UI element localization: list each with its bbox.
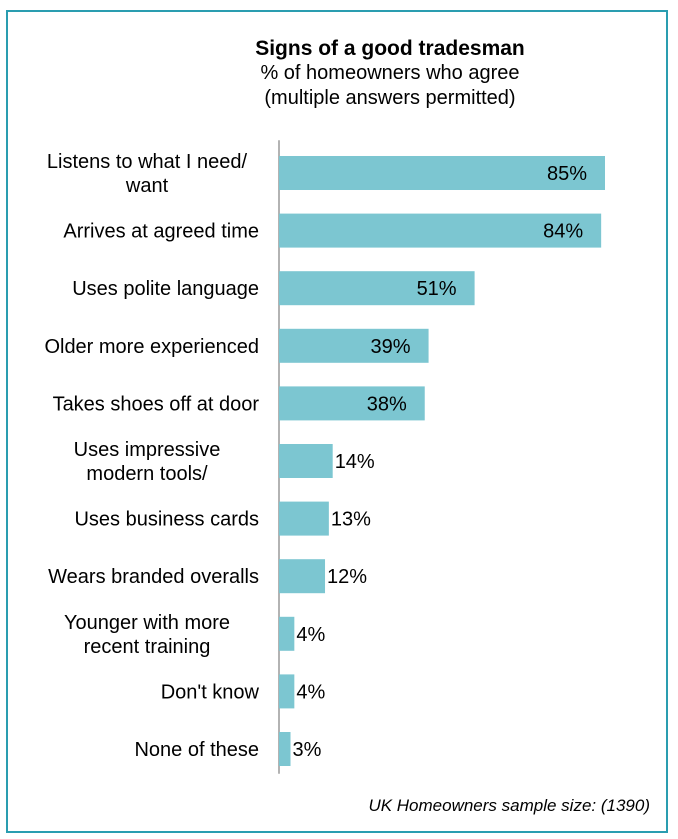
category-label: recent training bbox=[84, 636, 211, 658]
chart-title-block: Signs of a good tradesman % of homeowner… bbox=[200, 36, 580, 111]
category-label: Younger with more bbox=[64, 612, 230, 634]
value-label: 51% bbox=[417, 278, 457, 300]
value-label: 85% bbox=[547, 163, 587, 185]
category-label: Arrives at agreed time bbox=[63, 221, 259, 243]
chart-subtitle-line-1: % of homeowners who agree bbox=[260, 62, 520, 84]
category-label: Don't know bbox=[161, 681, 260, 703]
category-label: Listens to what I need/ bbox=[47, 151, 248, 173]
category-label: Takes shoes off at door bbox=[53, 393, 260, 415]
chart-frame bbox=[6, 10, 668, 833]
category-label: Uses impressive bbox=[74, 439, 221, 461]
value-label: 3% bbox=[293, 739, 322, 761]
bar bbox=[279, 156, 605, 190]
bar bbox=[279, 328, 429, 363]
category-label: Uses business cards bbox=[74, 509, 259, 531]
category-label: want bbox=[125, 175, 169, 197]
value-label: 39% bbox=[371, 336, 411, 358]
sample-size-footnote: UK Homeowners sample size: (1390) bbox=[368, 796, 650, 815]
category-label: Older more experienced bbox=[44, 336, 259, 358]
value-label: 4% bbox=[296, 681, 325, 703]
bar bbox=[279, 386, 425, 421]
value-label: 12% bbox=[327, 566, 367, 588]
value-label: 14% bbox=[335, 451, 375, 473]
bar bbox=[279, 444, 333, 478]
bar bbox=[279, 213, 602, 248]
chart-title: Signs of a good tradesman bbox=[255, 37, 525, 60]
category-label: Wears branded overalls bbox=[48, 566, 259, 588]
value-label: 4% bbox=[296, 624, 325, 646]
bar bbox=[279, 732, 291, 766]
category-label: modern tools/ bbox=[86, 463, 208, 485]
bar bbox=[279, 271, 475, 306]
category-label: Uses polite language bbox=[72, 278, 259, 300]
bar bbox=[279, 501, 329, 536]
category-label: None of these bbox=[134, 739, 259, 761]
bar bbox=[279, 616, 295, 651]
bar bbox=[279, 674, 295, 709]
chart-subtitle-line-2: (multiple answers permitted) bbox=[264, 87, 516, 109]
value-label: 84% bbox=[543, 221, 583, 243]
bar bbox=[279, 559, 326, 594]
value-label: 13% bbox=[331, 509, 371, 531]
value-label: 38% bbox=[367, 393, 407, 415]
